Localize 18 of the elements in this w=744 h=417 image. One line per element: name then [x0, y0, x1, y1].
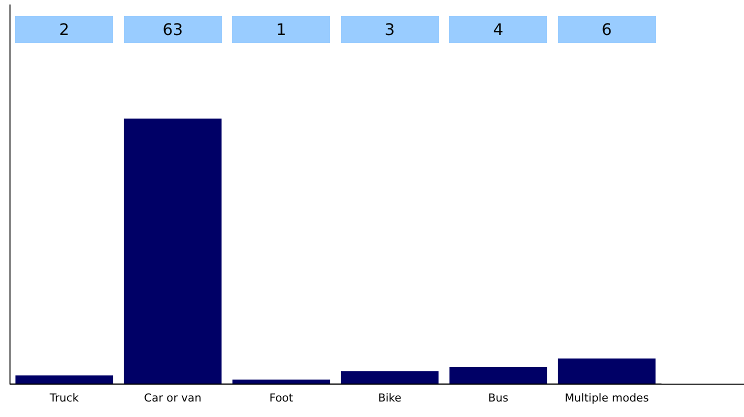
data-label: 4	[493, 20, 504, 39]
x-tick-label: Truck	[48, 391, 80, 404]
x-tick-label: Bike	[378, 391, 402, 404]
data-label: 6	[602, 20, 612, 39]
x-tick-label: Multiple modes	[564, 391, 650, 404]
bar	[124, 118, 222, 384]
x-tick-label: Foot	[269, 391, 294, 404]
bar	[232, 380, 330, 384]
x-tick-label: Car or van	[144, 391, 202, 404]
bar	[558, 358, 656, 384]
data-label: 63	[162, 20, 183, 39]
bar	[340, 371, 439, 384]
bar	[15, 375, 114, 384]
data-label: 1	[276, 20, 286, 39]
x-tick-label: Bus	[488, 391, 509, 404]
data-label: 2	[59, 20, 70, 39]
data-label: 3	[384, 20, 395, 39]
bar	[449, 366, 548, 384]
